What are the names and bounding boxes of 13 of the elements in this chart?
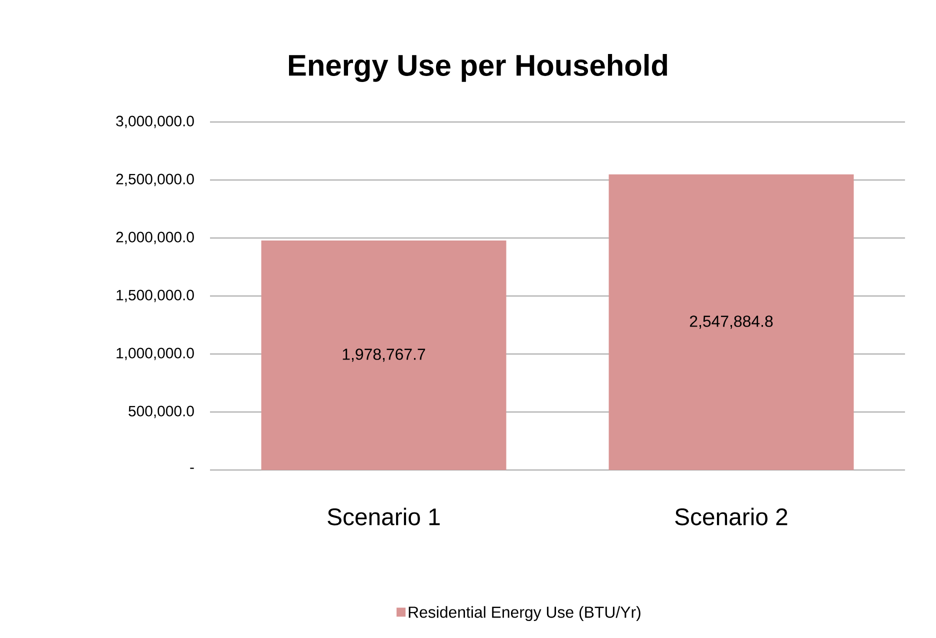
y-tick-label: 1,500,000.0 <box>116 290 194 302</box>
x-tick-label: Scenario 1 <box>328 508 440 526</box>
y-tick-label: 500,000.0 <box>128 406 194 418</box>
y-tick-label: - <box>190 468 194 469</box>
y-tick-label: 2,000,000.0 <box>116 232 194 244</box>
legend-label: Residential Energy Use (BTU/Yr) <box>408 606 640 622</box>
y-tick-label: 3,000,000.0 <box>116 116 194 128</box>
data-label: 1,978,767.7 <box>342 348 426 362</box>
chart-title: Energy Use per Household <box>289 54 667 82</box>
data-label: 2,547,884.8 <box>690 316 773 329</box>
y-tick-label: 2,500,000.0 <box>116 174 194 186</box>
x-tick-label: Scenario 2 <box>675 508 788 526</box>
y-tick-label: 1,000,000.0 <box>116 348 194 360</box>
